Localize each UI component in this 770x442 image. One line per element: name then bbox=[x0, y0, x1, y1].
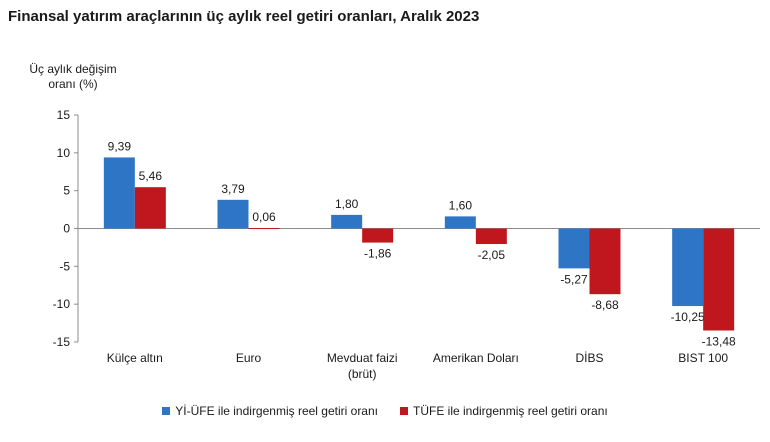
y-tick-label-4: -5 bbox=[59, 259, 70, 273]
bar-s1-c4 bbox=[444, 216, 476, 229]
data-label-s1-c2: 3,79 bbox=[221, 182, 245, 196]
bar-s1-c1 bbox=[103, 157, 135, 229]
bar-s1-c3 bbox=[331, 214, 363, 229]
y-axis-label-line-2: oranı (%) bbox=[48, 77, 98, 91]
x-tick-label-5: DİBS bbox=[575, 351, 603, 365]
data-label-s2-c6: -13,48 bbox=[702, 334, 736, 348]
legend-label-series-2: TÜFE ile indirgenmiş reel getiri oranı bbox=[413, 404, 608, 418]
legend-label-series-1: Yİ-ÜFE ile indirgenmiş reel getiri oranı bbox=[175, 404, 378, 418]
y-axis-label: Üç aylık değişim oranı (%) bbox=[18, 62, 128, 92]
y-tick-label-6: -15 bbox=[53, 335, 71, 349]
data-label-s2-c2: 0,06 bbox=[252, 210, 276, 224]
data-label-s1-c3: 1,80 bbox=[335, 197, 359, 211]
data-label-s1-c6: -10,25 bbox=[671, 310, 705, 324]
data-label-s2-c5: -8,68 bbox=[591, 298, 619, 312]
y-tick-label-3: 0 bbox=[63, 222, 70, 236]
x-tick-label-3: Mevduat faizi bbox=[327, 351, 398, 365]
legend-swatch-series-2 bbox=[400, 407, 408, 415]
data-label-s1-c4: 1,60 bbox=[449, 198, 473, 212]
x-tick-label-3-line-2: (brüt) bbox=[348, 367, 377, 381]
data-label-s1-c1: 9,39 bbox=[108, 139, 132, 153]
bar-s2-c4 bbox=[475, 228, 507, 245]
y-tick-label-0: 15 bbox=[57, 108, 71, 122]
bar-s1-c6 bbox=[672, 228, 704, 307]
chart-title: Finansal yatırım araçlarının üç aylık re… bbox=[8, 8, 480, 25]
x-tick-label-6: BIST 100 bbox=[678, 351, 728, 365]
bar-s2-c2 bbox=[248, 228, 280, 230]
x-tick-label-2: Euro bbox=[236, 351, 262, 365]
bar-s2-c3 bbox=[362, 228, 394, 243]
bar-s1-c2 bbox=[217, 199, 249, 229]
legend-swatch-series-1 bbox=[162, 407, 171, 415]
x-tick-label-4: Amerikan Doları bbox=[433, 351, 519, 365]
data-label-s2-c1: 5,46 bbox=[139, 169, 163, 183]
bar-s2-c5 bbox=[589, 228, 621, 295]
bar-s2-c1 bbox=[134, 187, 166, 229]
x-tick-label-1: Külçe altın bbox=[107, 351, 163, 365]
legend: Yİ-ÜFE ile indirgenmiş reel getiri oranı… bbox=[0, 404, 770, 418]
y-tick-label-5: -10 bbox=[53, 297, 71, 311]
bar-s1-c5 bbox=[558, 228, 590, 269]
data-label-s2-c4: -2,05 bbox=[478, 248, 506, 262]
y-axis-label-line-1: Üç aylık değişim bbox=[29, 62, 117, 76]
bar-s2-c6 bbox=[703, 228, 735, 331]
data-label-s2-c3: -1,86 bbox=[364, 247, 392, 261]
y-tick-label-2: 5 bbox=[63, 184, 70, 198]
legend-item-series-2: TÜFE ile indirgenmiş reel getiri oranı bbox=[400, 404, 608, 418]
bar-chart: 15 10 5 0 -5 -10 -15 9,39 5,46 Külçe altın 3,79 0,0… bbox=[53, 108, 760, 381]
y-tick-label-1: 10 bbox=[57, 146, 71, 160]
data-label-s1-c5: -5,27 bbox=[560, 272, 588, 286]
legend-item-series-1: Yİ-ÜFE ile indirgenmiş reel getiri oranı bbox=[162, 404, 378, 418]
